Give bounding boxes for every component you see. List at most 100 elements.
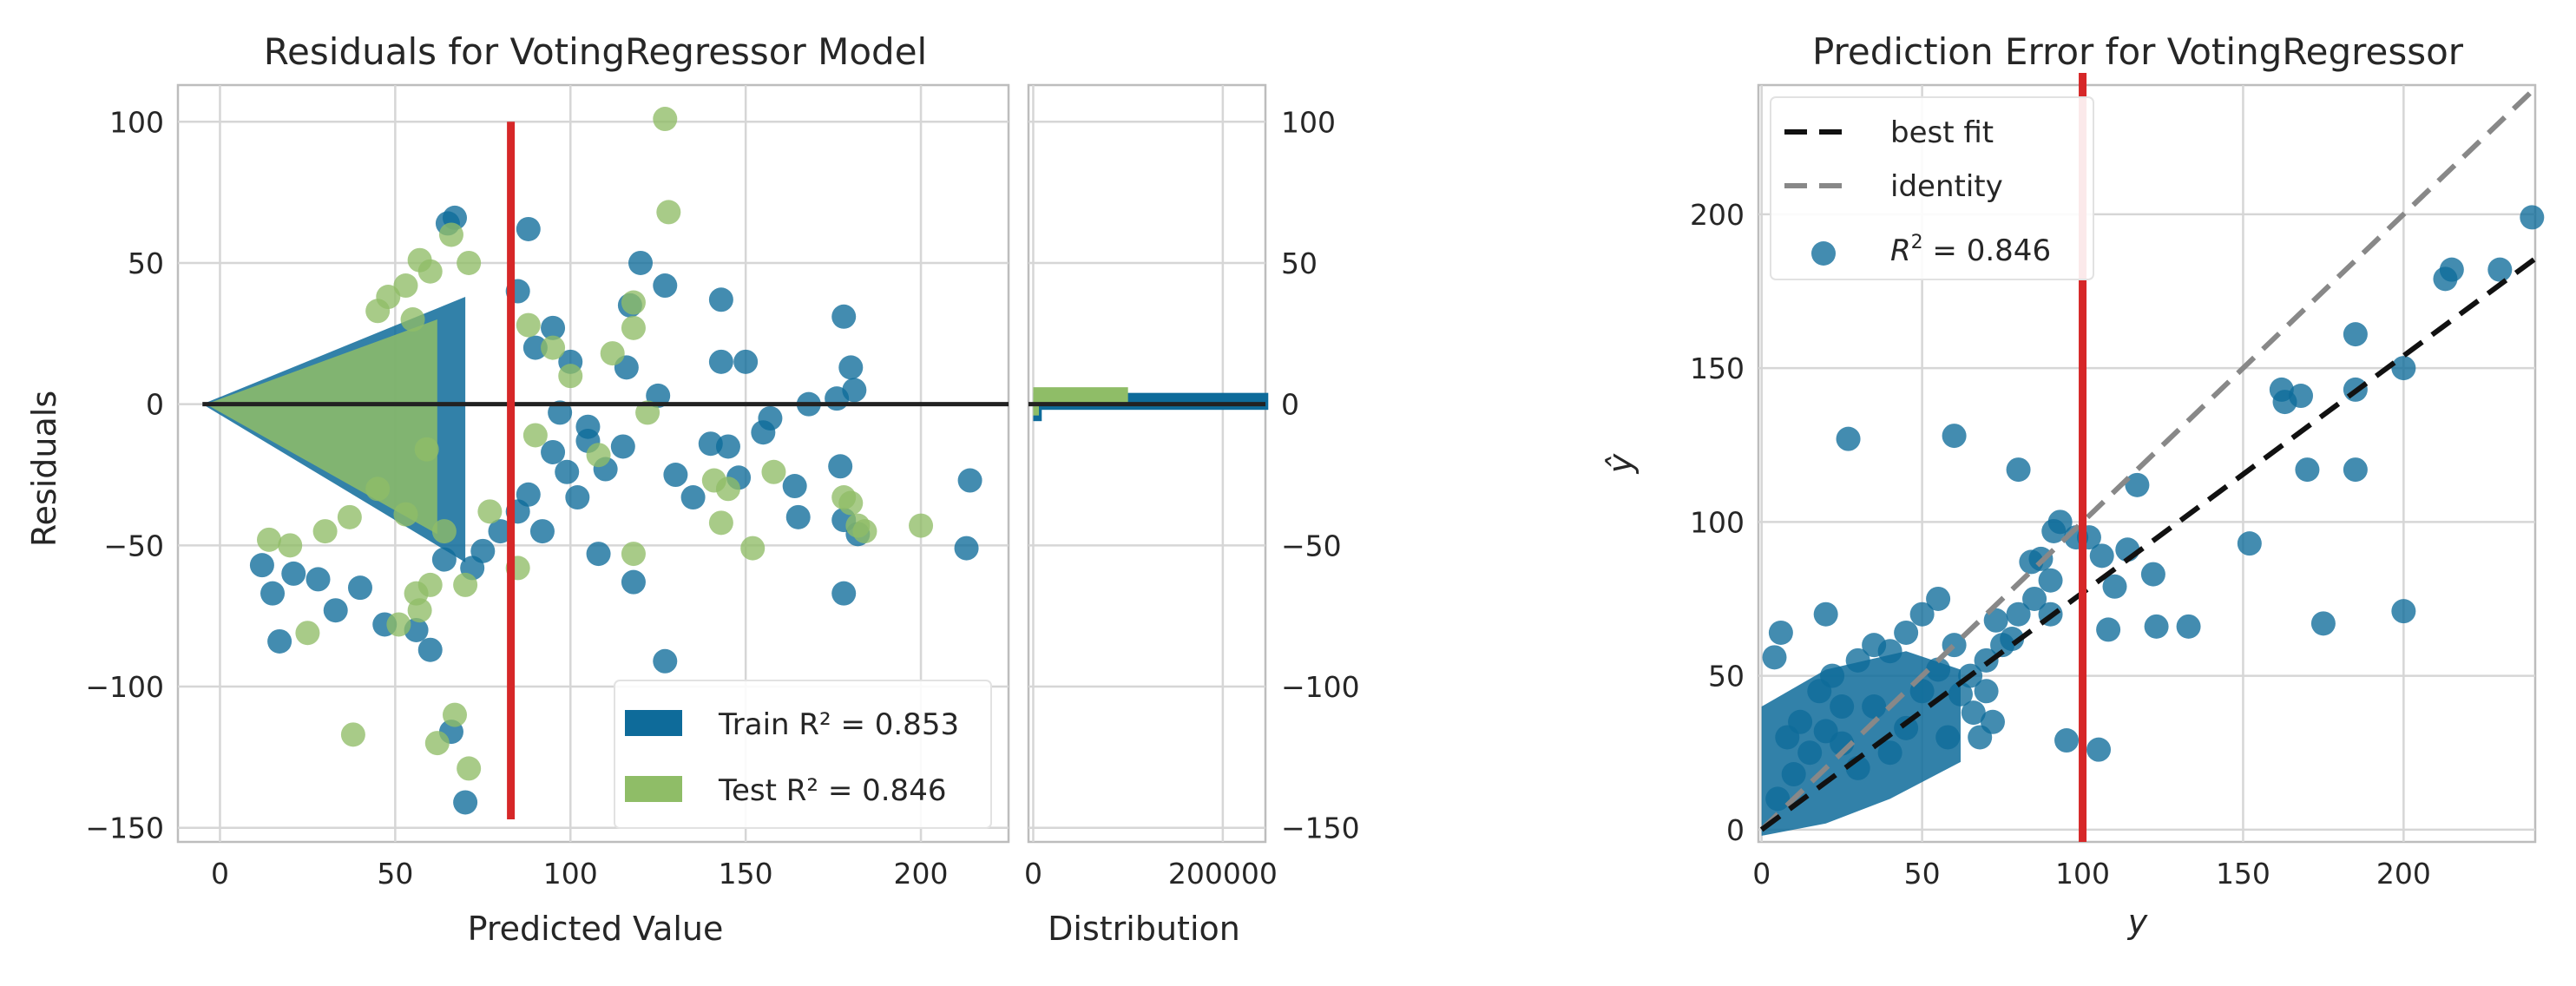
train-point bbox=[680, 485, 706, 510]
test-point bbox=[621, 542, 646, 567]
prediction-point bbox=[1813, 601, 1838, 627]
train-point bbox=[281, 561, 306, 586]
prediction-error-x-ticks: 0 50 100 150 200 bbox=[1752, 857, 2431, 891]
train-point bbox=[453, 790, 478, 815]
prediction-point bbox=[2520, 205, 2545, 230]
distribution-panel: 100 50 0 −50 −100 −150 0 200000 Distribution bbox=[1024, 83, 1360, 948]
prediction-point bbox=[1974, 679, 1999, 704]
residuals-legend: Train R² = 0.853 Test R² = 0.846 bbox=[614, 680, 992, 829]
test-point bbox=[558, 364, 583, 389]
prediction-error-ytick-label: 100 bbox=[1690, 505, 1745, 539]
train-point bbox=[653, 273, 678, 299]
legend-test-label: Test R² = 0.846 bbox=[718, 773, 946, 808]
test-point bbox=[586, 443, 611, 468]
prediction-point bbox=[1797, 740, 1823, 766]
train-point bbox=[249, 553, 274, 578]
train-point bbox=[842, 378, 867, 403]
train-point bbox=[621, 569, 646, 595]
test-point bbox=[715, 477, 740, 502]
legend-test-swatch bbox=[625, 776, 682, 802]
distribution-plot-area bbox=[1027, 83, 1267, 844]
legend-point-marker bbox=[1811, 241, 1836, 266]
train-point bbox=[267, 628, 292, 654]
residuals-ytick-label: 100 bbox=[109, 105, 164, 139]
train-point bbox=[653, 648, 678, 674]
test-point bbox=[457, 756, 482, 781]
identity-line bbox=[1759, 86, 2538, 832]
distribution-xtick-label: 0 bbox=[1024, 857, 1042, 891]
prediction-point bbox=[1894, 715, 1919, 740]
residuals-ytick-label: −100 bbox=[85, 670, 164, 704]
test-point bbox=[417, 572, 443, 597]
residuals-xtick-label: 200 bbox=[894, 857, 949, 891]
legend-r2-label: R2 = 0.846 bbox=[1890, 232, 2051, 268]
prediction-point bbox=[1926, 657, 1951, 682]
test-point bbox=[852, 519, 877, 544]
train-point bbox=[785, 504, 811, 529]
prediction-error-xtick-label: 150 bbox=[2216, 857, 2270, 891]
distribution-ytick-label: −50 bbox=[1281, 529, 1342, 562]
residuals-title: Residuals for VotingRegressor Model bbox=[264, 30, 927, 73]
prediction-error-xtick-label: 200 bbox=[2376, 857, 2431, 891]
test-point bbox=[621, 315, 646, 340]
test-point bbox=[516, 312, 541, 338]
prediction-error-xtick-label: 50 bbox=[1904, 857, 1941, 891]
test-point bbox=[393, 502, 418, 527]
prediction-point bbox=[2102, 574, 2127, 599]
test-point bbox=[635, 400, 660, 425]
prediction-error-ytick-label: 150 bbox=[1690, 352, 1745, 385]
train-point bbox=[957, 468, 982, 493]
residuals-ytick-label: 50 bbox=[128, 246, 164, 280]
test-point bbox=[522, 423, 548, 448]
prediction-point bbox=[2054, 728, 2080, 753]
prediction-error-points bbox=[1761, 205, 2545, 836]
residuals-test-points bbox=[206, 107, 934, 781]
legend-identity-label: identity bbox=[1890, 169, 2003, 204]
legend-train-swatch bbox=[625, 710, 682, 736]
test-point bbox=[838, 490, 864, 516]
prediction-point bbox=[1862, 633, 1887, 658]
prediction-point bbox=[1845, 647, 1870, 673]
prediction-point bbox=[1862, 694, 1887, 720]
prediction-point bbox=[1926, 586, 1951, 611]
train-point bbox=[663, 463, 688, 488]
prediction-error-xlabel: y bbox=[2127, 903, 2148, 941]
test-point bbox=[708, 510, 733, 536]
prediction-point bbox=[2176, 614, 2201, 639]
train-point bbox=[431, 547, 457, 572]
prediction-point bbox=[2391, 599, 2416, 624]
prediction-point bbox=[1948, 681, 1973, 707]
prediction-point bbox=[2041, 518, 2067, 543]
distribution-x-ticks: 0 200000 bbox=[1024, 857, 1278, 891]
train-point bbox=[610, 434, 635, 459]
legend-r2-value: 0.846 bbox=[1967, 233, 2051, 268]
train-point bbox=[758, 405, 783, 431]
train-point bbox=[470, 538, 496, 563]
prediction-error-ylabel: ŷ bbox=[1601, 453, 1640, 474]
train-point bbox=[323, 598, 348, 623]
residuals-panel: Residuals for VotingRegressor Model 100 5… bbox=[25, 30, 1010, 948]
prediction-point bbox=[2022, 586, 2047, 611]
prediction-point bbox=[1942, 424, 1967, 449]
test-point bbox=[477, 499, 503, 524]
distribution-ytick-label: −100 bbox=[1281, 670, 1360, 704]
prediction-point bbox=[2295, 457, 2320, 483]
prediction-point bbox=[2310, 611, 2336, 636]
train-point bbox=[260, 581, 286, 606]
prediction-error-panel: Prediction Error for VotingRegressor 0 50… bbox=[1601, 30, 2545, 941]
prediction-point bbox=[1765, 786, 1791, 812]
prediction-error-legend-box bbox=[1770, 96, 2094, 280]
train-point bbox=[347, 575, 372, 601]
train-point bbox=[541, 439, 566, 464]
distribution-ytick-label: 50 bbox=[1281, 246, 1318, 280]
residuals-legend-box bbox=[614, 680, 992, 829]
legend-best-fit-label: best fit bbox=[1890, 115, 1994, 150]
prediction-point bbox=[2006, 457, 2031, 483]
distribution-ytick-label: −150 bbox=[1281, 812, 1360, 845]
test-point bbox=[365, 477, 391, 502]
train-point bbox=[417, 637, 443, 662]
prediction-point bbox=[2487, 257, 2513, 282]
prediction-point bbox=[2125, 472, 2150, 497]
distribution-ytick-label: 100 bbox=[1281, 105, 1336, 139]
train-point bbox=[555, 459, 580, 484]
